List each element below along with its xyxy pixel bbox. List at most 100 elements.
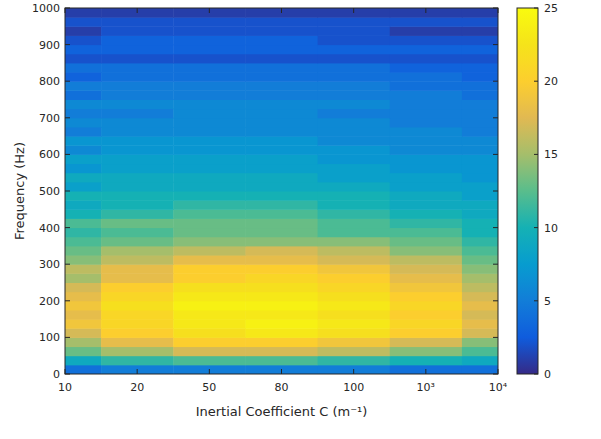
cell — [65, 337, 102, 347]
cell — [318, 319, 391, 329]
cell — [173, 8, 246, 18]
y-tick — [65, 227, 70, 228]
cell — [65, 90, 102, 100]
cell — [65, 100, 102, 110]
cell — [65, 218, 102, 228]
cell — [462, 118, 498, 128]
x-tick — [498, 369, 499, 374]
cell — [65, 109, 102, 119]
cell — [318, 218, 391, 228]
cell — [101, 283, 174, 293]
cell — [390, 173, 463, 183]
y-tick — [65, 117, 70, 118]
x-tick — [425, 369, 426, 374]
y-tick-label: 700 — [39, 112, 60, 125]
cell — [65, 182, 102, 192]
y-tick — [493, 227, 498, 228]
cell — [101, 164, 174, 174]
x-tick — [137, 8, 138, 13]
y-tick — [65, 191, 70, 192]
cell — [65, 136, 102, 146]
cell — [318, 154, 391, 164]
y-tick-label: 100 — [39, 331, 60, 344]
cell — [390, 90, 463, 100]
cell — [65, 145, 102, 155]
cell — [462, 26, 498, 36]
cell — [318, 173, 391, 183]
cell — [173, 319, 246, 329]
cell — [462, 356, 498, 366]
x-tick — [498, 8, 499, 13]
cell — [462, 72, 498, 82]
y-tick — [65, 154, 70, 155]
cell — [390, 54, 463, 64]
y-tick-label: 500 — [39, 185, 60, 198]
cell — [173, 182, 246, 192]
y-tick — [493, 154, 498, 155]
cell — [173, 273, 246, 283]
cell — [173, 283, 246, 293]
cell — [390, 81, 463, 91]
cell — [245, 237, 318, 247]
cell — [462, 292, 498, 302]
plot-frame — [65, 8, 498, 374]
cell — [245, 191, 318, 201]
cell — [462, 81, 498, 91]
cell — [101, 301, 174, 311]
cell — [462, 63, 498, 73]
cell — [462, 200, 498, 210]
cell — [173, 292, 246, 302]
y-tick — [65, 300, 70, 301]
cell — [173, 237, 246, 247]
cell — [173, 310, 246, 320]
cell — [65, 8, 102, 18]
cell — [173, 109, 246, 119]
cell — [318, 283, 391, 293]
cell — [245, 17, 318, 27]
cell — [390, 292, 463, 302]
cell — [390, 17, 463, 27]
cell — [318, 45, 391, 55]
cell — [390, 237, 463, 247]
colorbar-tick-label: 0 — [544, 368, 551, 381]
cell — [318, 136, 391, 146]
y-tick — [493, 117, 498, 118]
cell — [101, 182, 174, 192]
cell — [318, 273, 391, 283]
colorbar-tick — [534, 154, 538, 155]
cell — [462, 310, 498, 320]
cell — [318, 237, 391, 247]
colorbar — [517, 8, 538, 374]
cell — [462, 209, 498, 219]
cell — [390, 45, 463, 55]
cell — [318, 72, 391, 82]
y-tick-label: 200 — [39, 295, 60, 308]
cell — [318, 347, 391, 357]
cell — [173, 337, 246, 347]
cell — [318, 81, 391, 91]
cell — [462, 145, 498, 155]
cell — [245, 292, 318, 302]
cell — [462, 182, 498, 192]
x-tick — [209, 369, 210, 374]
cell — [390, 246, 463, 256]
cell — [65, 127, 102, 137]
cell — [65, 54, 102, 64]
cell — [462, 136, 498, 146]
cell — [318, 182, 391, 192]
cell — [318, 164, 391, 174]
cell — [318, 228, 391, 238]
cell — [390, 200, 463, 210]
cell — [318, 301, 391, 311]
cell — [173, 154, 246, 164]
cell — [245, 154, 318, 164]
cell — [65, 72, 102, 82]
y-tick — [493, 374, 498, 375]
cell — [462, 365, 498, 374]
cell — [173, 164, 246, 174]
cell — [245, 347, 318, 357]
x-tick-label: 80 — [275, 381, 289, 394]
cell — [245, 118, 318, 128]
cell — [390, 255, 463, 265]
colorbar-tick-label: 15 — [544, 148, 558, 161]
